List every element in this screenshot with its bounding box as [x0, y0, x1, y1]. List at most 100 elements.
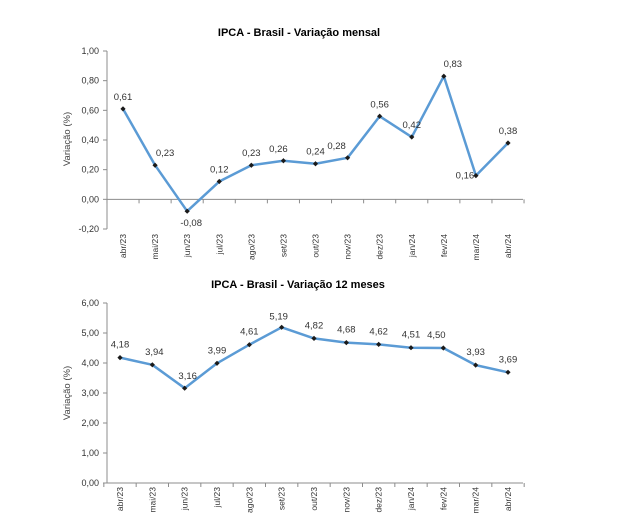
x-tick-label: set/23	[278, 234, 288, 257]
data-point	[311, 335, 317, 341]
data-point	[377, 113, 383, 119]
data-label: 0,23	[242, 148, 261, 159]
data-point	[440, 345, 446, 351]
y-tick-label: 2,00	[81, 418, 99, 428]
y-tick-label: 1,00	[81, 448, 99, 458]
y-tick-label: 0,20	[81, 165, 99, 175]
data-point	[120, 106, 126, 112]
data-label: -0,08	[180, 218, 202, 229]
x-tick-label: dez/23	[374, 487, 384, 513]
chart-title: IPCA - Brasil - Variação mensal	[218, 27, 380, 39]
data-point	[408, 345, 414, 351]
x-tick-label: jan/24	[407, 234, 417, 258]
data-label: 0,12	[210, 165, 229, 176]
data-label: 3,16	[178, 371, 197, 382]
x-tick-label: out/23	[309, 487, 319, 511]
data-point	[441, 73, 447, 79]
x-tick-label: out/23	[311, 234, 321, 258]
data-point	[344, 155, 351, 161]
data-point	[216, 178, 222, 185]
data-label: 4,62	[369, 326, 388, 337]
data-label: 3,94	[145, 347, 164, 358]
series-line	[121, 74, 509, 213]
data-point	[149, 362, 155, 368]
y-tick-label: 1,00	[81, 46, 99, 56]
x-tick-label: nov/23	[343, 234, 353, 260]
y-tick-label: 0,60	[81, 105, 99, 115]
y-axis-label: Variação (%)	[62, 366, 73, 420]
data-point	[152, 162, 158, 168]
x-tick-label: mai/23	[150, 234, 160, 260]
x-tick-label: fev/24	[438, 487, 448, 510]
data-label: 0,23	[156, 148, 175, 159]
x-tick-label: abr/24	[503, 234, 513, 258]
x-tick-label: set/23	[277, 487, 287, 510]
y-tick-label: 0,00	[81, 478, 99, 488]
data-point	[505, 369, 511, 375]
y-tick-label: 5,00	[81, 328, 99, 338]
data-point	[117, 355, 123, 361]
data-point	[246, 342, 252, 348]
data-point	[214, 360, 220, 366]
data-point	[343, 340, 349, 346]
data-label: 0,16	[456, 171, 475, 182]
data-label: 3,93	[466, 347, 485, 358]
chart-monthly: IPCA - Brasil - Variação mensal Variação…	[62, 27, 525, 261]
x-tick-label: abr/24	[503, 487, 513, 511]
y-tick-label: 0,00	[81, 194, 99, 204]
data-label: 0,83	[444, 59, 463, 70]
x-tick-label: jul/23	[212, 487, 222, 509]
y-tick-label: 3,00	[81, 388, 99, 398]
data-label: 4,61	[240, 327, 259, 338]
data-point	[280, 158, 287, 164]
chart-12-months: IPCA - Brasil - Variação 12 meses Variaç…	[62, 279, 525, 514]
data-point	[473, 362, 479, 368]
data-point	[312, 161, 319, 167]
x-tick-label: mar/24	[471, 234, 481, 261]
y-tick-label: 4,00	[81, 358, 99, 368]
y-tick-label: 0,80	[81, 76, 99, 86]
data-label: 0,38	[499, 126, 518, 137]
x-tick-label: dez/23	[375, 234, 385, 260]
data-point	[182, 385, 188, 391]
chart-title: IPCA - Brasil - Variação 12 meses	[211, 279, 385, 291]
y-tick-label: -0,20	[78, 224, 99, 234]
data-label: 0,61	[114, 92, 133, 103]
data-label: 4,50	[427, 330, 446, 341]
x-tick-label: jun/23	[182, 234, 192, 258]
x-tick-label: ago/23	[244, 487, 254, 513]
data-label: 3,69	[499, 354, 518, 365]
data-label: 4,18	[111, 340, 130, 351]
data-point	[376, 341, 382, 347]
data-point	[505, 140, 511, 146]
data-label: 5,19	[269, 311, 288, 322]
data-point	[409, 134, 415, 140]
data-label: 4,51	[402, 330, 421, 341]
x-tick-label: abr/23	[118, 234, 128, 258]
y-tick-label: 6,00	[81, 298, 99, 308]
data-label: 4,68	[337, 325, 356, 336]
x-tick-label: fev/24	[439, 234, 449, 257]
y-axis-label: Variação (%)	[62, 112, 73, 166]
data-label: 0,26	[269, 144, 288, 155]
x-tick-label: ago/23	[246, 234, 256, 260]
x-tick-label: abr/23	[115, 487, 125, 511]
data-point	[279, 324, 285, 330]
x-tick-label: mar/24	[471, 487, 481, 514]
x-tick-label: nov/23	[341, 487, 351, 513]
data-point	[248, 162, 254, 168]
data-label: 0,24	[306, 147, 325, 158]
data-point	[473, 173, 479, 179]
x-tick-label: mai/23	[147, 487, 157, 513]
data-label: 0,42	[403, 120, 422, 131]
data-label: 0,56	[370, 99, 389, 110]
data-point	[184, 208, 190, 214]
data-label: 3,99	[208, 345, 227, 356]
data-label: 4,82	[305, 320, 324, 331]
y-tick-label: 0,40	[81, 135, 99, 145]
data-label: 0,28	[327, 141, 346, 152]
x-tick-label: jun/23	[180, 487, 190, 511]
x-tick-label: jan/24	[406, 487, 416, 511]
x-tick-label: jul/23	[214, 234, 224, 256]
